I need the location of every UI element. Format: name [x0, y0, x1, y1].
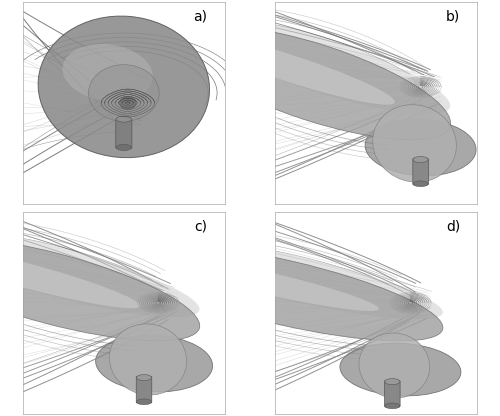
- Ellipse shape: [62, 44, 153, 102]
- Ellipse shape: [0, 241, 140, 308]
- Text: c): c): [194, 219, 207, 233]
- Ellipse shape: [127, 249, 379, 311]
- Ellipse shape: [136, 399, 152, 405]
- Ellipse shape: [365, 119, 476, 176]
- FancyBboxPatch shape: [384, 380, 400, 407]
- Ellipse shape: [385, 403, 400, 409]
- Text: a): a): [194, 9, 207, 23]
- Text: d): d): [446, 219, 460, 233]
- FancyBboxPatch shape: [413, 158, 428, 185]
- Ellipse shape: [128, 245, 443, 341]
- Ellipse shape: [385, 379, 400, 385]
- Ellipse shape: [0, 237, 200, 341]
- Ellipse shape: [180, 30, 395, 105]
- Ellipse shape: [372, 105, 456, 182]
- Ellipse shape: [116, 144, 132, 151]
- Ellipse shape: [88, 64, 159, 121]
- Ellipse shape: [116, 116, 132, 122]
- Ellipse shape: [413, 156, 428, 163]
- Ellipse shape: [128, 234, 443, 319]
- Ellipse shape: [181, 13, 450, 114]
- FancyBboxPatch shape: [116, 118, 132, 149]
- FancyBboxPatch shape: [136, 376, 152, 403]
- Ellipse shape: [120, 97, 136, 109]
- Text: b): b): [446, 9, 460, 23]
- Ellipse shape: [180, 26, 450, 140]
- Ellipse shape: [110, 324, 186, 395]
- Ellipse shape: [136, 374, 152, 381]
- Ellipse shape: [413, 181, 428, 187]
- Ellipse shape: [340, 343, 461, 396]
- Ellipse shape: [38, 16, 210, 158]
- Ellipse shape: [96, 335, 212, 392]
- Ellipse shape: [0, 225, 200, 317]
- Ellipse shape: [359, 333, 430, 398]
